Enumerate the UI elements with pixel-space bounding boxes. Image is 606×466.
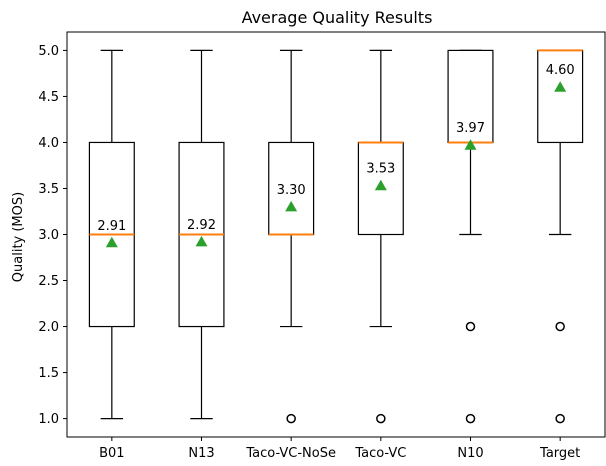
outlier-point [465,321,476,332]
y-tick-label: 5.0 [38,44,59,59]
y-tick-label: 1.5 [38,366,59,381]
y-tick-label: 4.0 [38,136,59,151]
mean-marker [195,235,208,247]
outlier-point [465,413,476,424]
box-n13: 2.92 [178,49,225,420]
mean-marker [554,81,567,92]
x-tick-label: B01 [99,446,124,461]
box-series: 2.91 2.92 3.30 3.53 3.97 4.60 [88,49,584,424]
outlier-point [286,413,296,424]
mean-label: 3.53 [366,162,395,177]
x-axis-ticks: B01 N13 Taco-VC-NoSe Taco-VC N10 Target [99,437,580,461]
box-n10: 3.97 [447,49,494,424]
x-tick-label: N10 [457,446,483,461]
box-b01: 2.91 [88,49,135,420]
outlier-point [555,321,565,332]
outlier-point [376,413,386,424]
mean-label: 3.30 [277,183,306,198]
mean-label: 4.60 [546,63,575,78]
mean-label: 3.97 [456,121,485,136]
x-tick-label: Taco-VC [354,446,406,461]
x-tick-label: N13 [188,446,214,461]
mean-marker [374,179,387,191]
plot-frame [66,31,606,438]
x-tick-label: Taco-VC-NoSe [245,446,336,461]
y-tick-label: 4.5 [38,90,59,105]
mean-marker [285,200,298,212]
box-taco-vc: 3.53 [357,49,404,424]
y-axis-ticks: 1.0 1.5 2.0 2.5 3.0 3.5 4.0 4.5 5.0 [38,44,67,427]
mean-marker [464,139,477,150]
box-target: 4.60 [537,49,584,424]
box-taco-vc-nose: 3.30 [268,49,315,424]
y-tick-label: 2.5 [38,274,59,289]
y-tick-label: 3.0 [38,228,59,243]
y-tick-label: 2.0 [38,320,59,335]
x-tick-label: Target [539,446,580,461]
outlier-point [555,413,565,424]
y-axis-label: Quality (MOS) [11,192,26,282]
mean-marker [105,236,118,248]
y-tick-label: 1.0 [38,412,59,427]
y-tick-label: 3.5 [38,182,59,197]
mean-label: 2.91 [97,219,126,234]
mean-label: 2.92 [187,218,216,233]
chart-title: Average Quality Results [242,8,433,27]
